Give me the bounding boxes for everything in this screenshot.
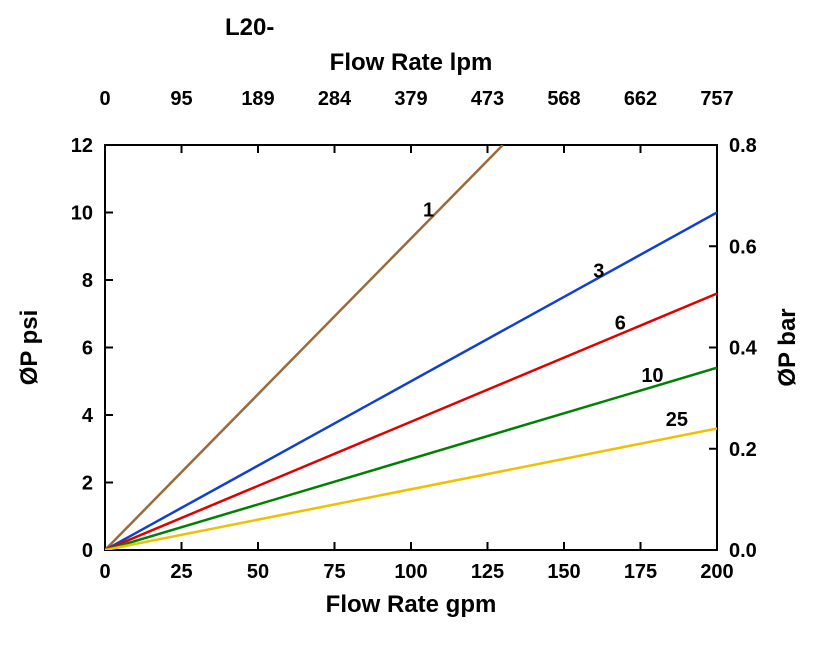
top-tick-label: 379 xyxy=(394,88,427,110)
top-tick-label: 473 xyxy=(471,88,504,110)
series-line xyxy=(105,368,717,550)
right-tick-label: 0.6 xyxy=(729,236,757,258)
top-tick-label: 95 xyxy=(170,88,192,110)
series-label: 1 xyxy=(423,200,434,222)
top-tick-label: 662 xyxy=(624,88,657,110)
series-line xyxy=(105,429,717,551)
series-label: 10 xyxy=(641,365,663,387)
series-group xyxy=(105,145,717,550)
series-label: 25 xyxy=(666,409,688,431)
top-tick-label: 568 xyxy=(547,88,580,110)
bottom-tick-label: 75 xyxy=(323,561,345,583)
top-axis-label: Flow Rate lpm xyxy=(330,49,493,76)
left-tick-label: 0 xyxy=(82,540,93,562)
right-tick-label: 0.4 xyxy=(729,338,758,360)
right-tick-label: 0.0 xyxy=(729,540,757,562)
series-label: 3 xyxy=(593,260,604,282)
chart-svg: L20-Flow Rate lpm09518928437947356866275… xyxy=(0,0,818,658)
bottom-tick-label: 150 xyxy=(547,561,580,583)
chart-container: L20-Flow Rate lpm09518928437947356866275… xyxy=(0,0,818,658)
bottom-tick-label: 125 xyxy=(471,561,504,583)
bottom-tick-label: 25 xyxy=(170,561,192,583)
right-tick-label: 0.8 xyxy=(729,135,757,157)
top-tick-label: 0 xyxy=(99,88,110,110)
right-tick-label: 0.2 xyxy=(729,439,757,461)
left-tick-label: 8 xyxy=(82,270,93,292)
bottom-tick-label: 100 xyxy=(394,561,427,583)
chart-title: L20- xyxy=(225,14,274,41)
bottom-tick-label: 0 xyxy=(99,561,110,583)
bottom-tick-label: 50 xyxy=(247,561,269,583)
bottom-axis-label: Flow Rate gpm xyxy=(326,591,497,618)
left-tick-label: 6 xyxy=(82,338,93,360)
top-tick-label: 757 xyxy=(700,88,733,110)
left-tick-label: 12 xyxy=(71,135,93,157)
left-axis-label: ØP psi xyxy=(16,310,43,386)
series-label: 6 xyxy=(615,313,626,335)
left-tick-label: 4 xyxy=(82,405,94,427)
series-line xyxy=(105,213,717,551)
left-tick-label: 10 xyxy=(71,203,93,225)
bottom-tick-label: 200 xyxy=(700,561,733,583)
top-tick-label: 284 xyxy=(318,88,352,110)
top-tick-label: 189 xyxy=(241,88,274,110)
bottom-tick-label: 175 xyxy=(624,561,657,583)
right-axis-label: ØP bar xyxy=(774,308,801,386)
left-tick-label: 2 xyxy=(82,473,93,495)
series-line xyxy=(105,145,503,550)
